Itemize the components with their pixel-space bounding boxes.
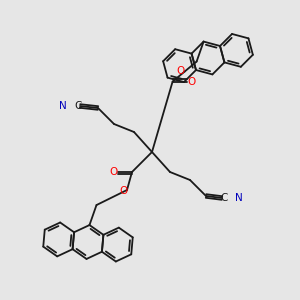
- Text: O: O: [188, 76, 196, 87]
- Text: N: N: [59, 101, 67, 111]
- Text: O: O: [119, 186, 127, 196]
- Text: N: N: [235, 193, 243, 203]
- Text: O: O: [176, 66, 185, 76]
- Text: C: C: [74, 101, 82, 111]
- Text: C: C: [220, 193, 228, 203]
- Text: O: O: [109, 167, 117, 177]
